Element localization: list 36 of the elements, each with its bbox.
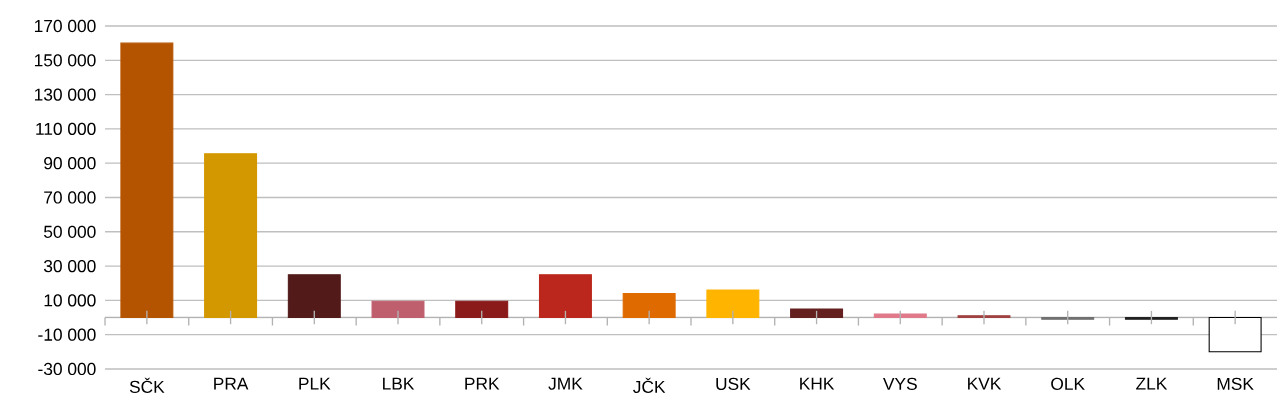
y-tick-label: 10 000 [44, 294, 96, 307]
y-tick-label: 110 000 [36, 122, 96, 136]
y-tick-label: 90 000 [44, 157, 96, 170]
y-tick-label: 150 000 [34, 54, 96, 67]
y-tick-label: 50 000 [43, 225, 96, 238]
bar [287, 274, 341, 319]
x-tick-label: PRA [214, 377, 249, 390]
y-tick-label: 30 000 [43, 259, 96, 273]
bar [538, 274, 592, 319]
bar [204, 153, 258, 319]
x-tick-label: ZLK [1136, 377, 1168, 390]
bar [455, 300, 509, 319]
bar [706, 289, 760, 319]
x-tick-label: MSK [1217, 377, 1254, 390]
x-tick-label: OLK [1051, 377, 1085, 390]
y-tick-label: -10 000 [38, 328, 96, 341]
x-tick-label: VYS [883, 377, 917, 390]
x-tick-label: JMK [548, 377, 583, 390]
x-tick-label: PLK [299, 377, 331, 390]
bar [120, 42, 174, 319]
bar [371, 300, 425, 319]
y-tick-label: 170 000 [34, 19, 96, 33]
x-tick-label: JČK [633, 377, 666, 394]
bar [1208, 317, 1262, 353]
x-tick-label: KVK [968, 377, 1002, 390]
bar [790, 308, 844, 319]
bar [622, 292, 676, 319]
bar [873, 313, 927, 319]
x-tick-label: USK [716, 377, 751, 390]
x-tick-label: KHK [800, 377, 835, 390]
y-tick-label: 70 000 [44, 191, 96, 204]
x-tick-label: SČK [129, 377, 165, 394]
y-tick-label: -30 000 [38, 362, 96, 376]
x-tick-label: PRK [465, 377, 500, 390]
y-tick-label: 130 000 [34, 88, 96, 101]
x-tick-label: LBK [383, 377, 415, 390]
